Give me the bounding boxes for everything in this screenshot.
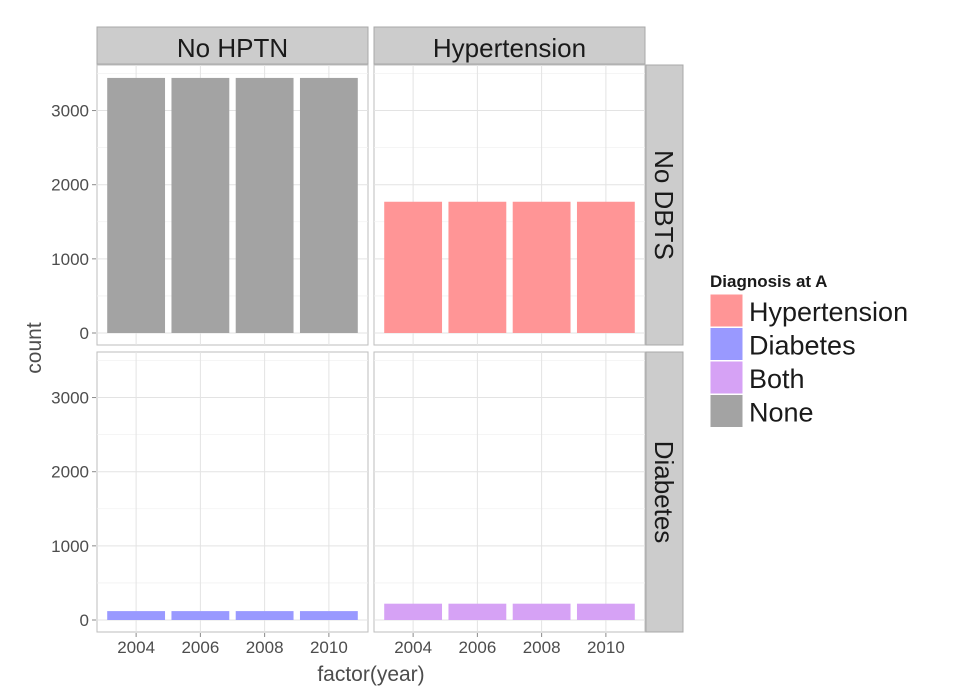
bar-both-2008 [512, 603, 571, 620]
column-strip-label: Hypertension [433, 33, 586, 63]
legend-label-hypertension: Hypertension [749, 297, 908, 327]
x-tick-label: 2004 [117, 638, 155, 657]
y-tick-labels-layer: 0 1000 2000 3000 0 1000 2000 3000 [51, 102, 96, 630]
y-tick-label: 0 [80, 324, 89, 343]
x-tick-label: 2008 [246, 638, 284, 657]
y-tick-label: 3000 [51, 102, 89, 121]
row-strip-background [645, 64, 684, 346]
x-tick-labels-layer: 2004 2006 2008 2010 2004 2006 2008 2010 [117, 633, 625, 657]
bar-none-2008 [235, 77, 294, 333]
y-tick-label: 0 [80, 611, 89, 630]
column-strip-0: No HPTN [96, 26, 369, 65]
x-tick-label: 2008 [523, 638, 561, 657]
legend-title: Diagnosis at A [710, 272, 827, 291]
y-axis-title: count [23, 322, 46, 374]
y-tick-label: 3000 [51, 389, 89, 408]
x-tick-label: 2010 [310, 638, 348, 657]
bar-hypertension-2004 [384, 201, 443, 333]
legend-key-hypertension [709, 293, 744, 328]
legend-key-both [709, 360, 744, 395]
row-strip-label: No DBTS [649, 150, 679, 260]
facet-strips-layer: No HPTN Hypertension No DBTS Diabetes [96, 26, 684, 633]
row-strip-label: Diabetes [649, 441, 679, 544]
row-strip-background [645, 351, 684, 633]
x-tick-label: 2010 [587, 638, 625, 657]
bar-hypertension-2010 [576, 201, 635, 333]
legend-key-none [709, 394, 744, 428]
panel-r0-c1 [373, 64, 646, 346]
legend-label-diabetes: Diabetes [749, 331, 856, 361]
panel-r1-c0 [96, 351, 369, 633]
legend-label-none: None [749, 398, 814, 428]
bar-none-2006 [171, 77, 230, 333]
x-tick-label: 2006 [181, 638, 219, 657]
bar-none-2004 [107, 77, 166, 333]
column-strip-background [373, 26, 646, 65]
y-tick-label: 1000 [51, 537, 89, 556]
y-tick-label: 2000 [51, 176, 89, 195]
bar-both-2006 [448, 603, 507, 620]
y-tick-label: 1000 [51, 250, 89, 269]
bar-diabetes-2010 [299, 611, 358, 620]
column-strip-label: No HPTN [177, 33, 288, 63]
bar-both-2010 [576, 603, 635, 620]
bar-diabetes-2008 [235, 611, 294, 620]
panel-r0-c0 [96, 64, 369, 346]
y-tick-label: 2000 [51, 463, 89, 482]
column-strip-1: Hypertension [373, 26, 646, 65]
legend-label-both: Both [749, 364, 805, 394]
panel-r1-c1 [373, 351, 646, 633]
column-strip-background [96, 26, 369, 65]
panels-layer [96, 64, 646, 633]
bar-none-2010 [299, 77, 358, 333]
bar-hypertension-2006 [448, 201, 507, 333]
x-tick-label: 2006 [458, 638, 496, 657]
bar-hypertension-2008 [512, 201, 571, 333]
panel-background [373, 351, 646, 633]
bar-diabetes-2004 [107, 611, 166, 620]
x-tick-label: 2004 [394, 638, 432, 657]
legend-key-diabetes [709, 327, 744, 361]
bar-both-2004 [384, 603, 443, 620]
row-strip-1: Diabetes [645, 351, 684, 633]
x-axis-title: factor(year) [317, 663, 424, 686]
row-strip-0: No DBTS [645, 64, 684, 346]
bar-diabetes-2006 [171, 611, 230, 620]
panel-background [96, 351, 369, 633]
